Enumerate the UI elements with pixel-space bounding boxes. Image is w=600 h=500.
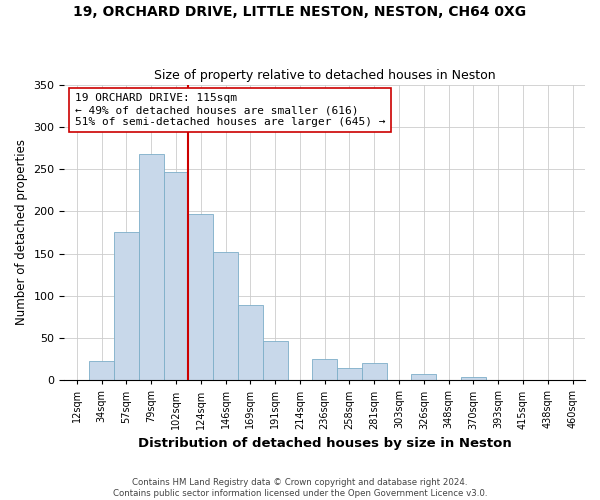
Bar (89, 361, 114, 380)
Text: 19, ORCHARD DRIVE, LITTLE NESTON, NESTON, CH64 0XG: 19, ORCHARD DRIVE, LITTLE NESTON, NESTON… (73, 5, 527, 19)
Bar (139, 154, 164, 380)
Bar (164, 172, 188, 380)
Bar (313, 359, 337, 380)
Bar (263, 340, 287, 380)
Title: Size of property relative to detached houses in Neston: Size of property relative to detached ho… (154, 69, 496, 82)
Bar (114, 232, 139, 380)
Text: Contains HM Land Registry data © Crown copyright and database right 2024.
Contai: Contains HM Land Registry data © Crown c… (113, 478, 487, 498)
Bar (412, 374, 436, 380)
Bar (461, 377, 486, 380)
Bar (337, 368, 362, 380)
X-axis label: Distribution of detached houses by size in Neston: Distribution of detached houses by size … (138, 437, 512, 450)
Bar (188, 214, 213, 380)
Text: 19 ORCHARD DRIVE: 115sqm
← 49% of detached houses are smaller (616)
51% of semi-: 19 ORCHARD DRIVE: 115sqm ← 49% of detach… (75, 94, 385, 126)
Bar (362, 362, 386, 380)
Y-axis label: Number of detached properties: Number of detached properties (15, 140, 28, 326)
Bar (238, 305, 263, 380)
Bar (213, 252, 238, 380)
